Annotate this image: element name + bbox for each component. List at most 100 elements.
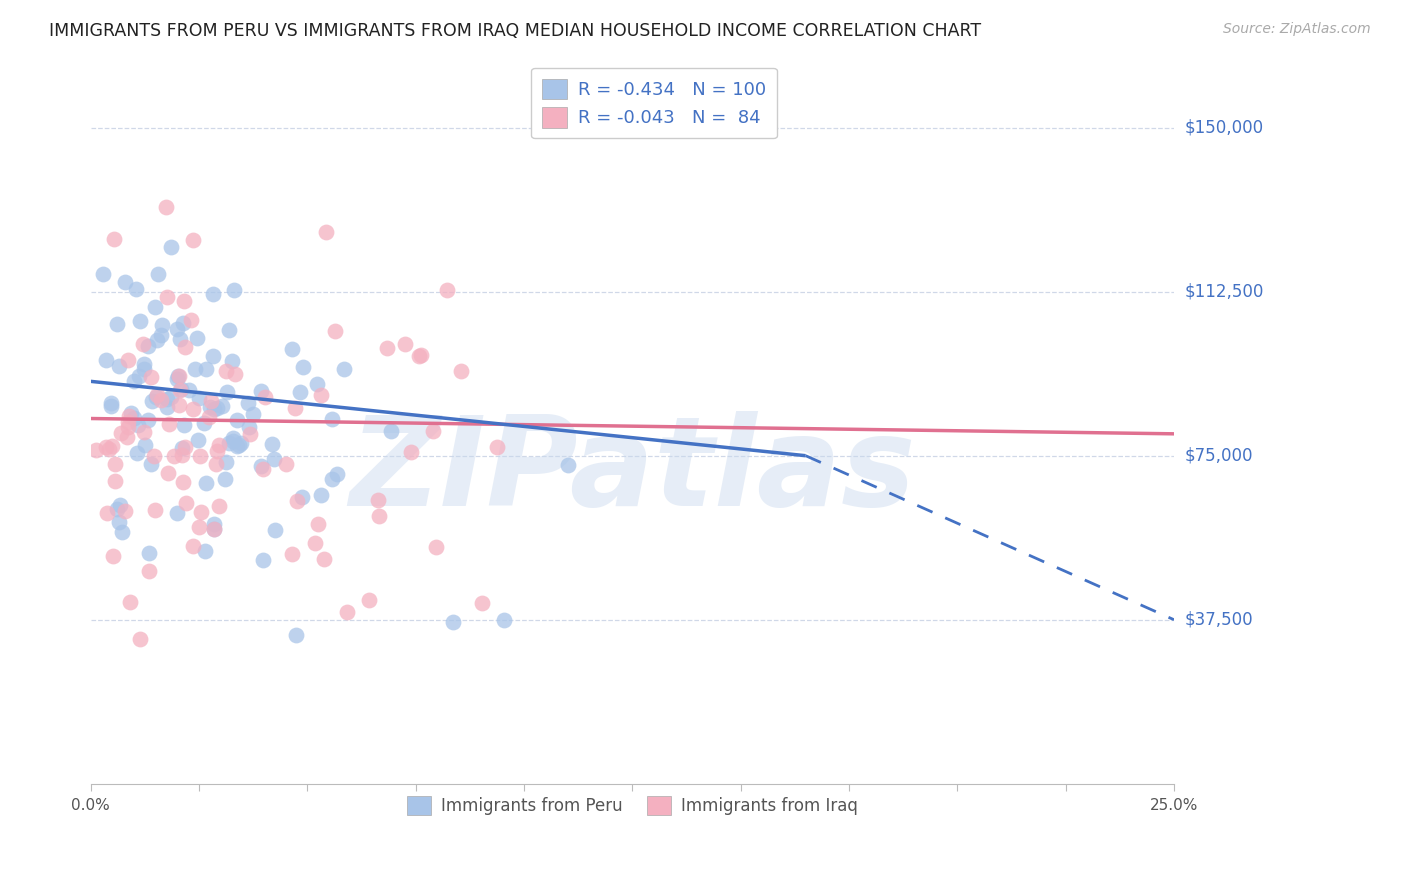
Point	[128, 368, 150, 383]
Point	[167, 399, 190, 413]
Point	[357, 593, 380, 607]
Point	[252, 462, 274, 476]
Point	[138, 564, 160, 578]
Point	[263, 523, 285, 537]
Point	[114, 275, 136, 289]
Text: $37,500: $37,500	[1185, 611, 1254, 629]
Point	[146, 267, 169, 281]
Point	[103, 457, 125, 471]
Point	[260, 437, 283, 451]
Point	[166, 322, 188, 336]
Point	[173, 418, 195, 433]
Point	[217, 384, 239, 399]
Point	[226, 438, 249, 452]
Point	[214, 455, 236, 469]
Point	[129, 632, 152, 646]
Point	[163, 449, 186, 463]
Point	[274, 457, 297, 471]
Point	[150, 328, 173, 343]
Point	[118, 409, 141, 423]
Point	[187, 520, 209, 534]
Point	[125, 282, 148, 296]
Point	[117, 415, 139, 429]
Point	[190, 505, 212, 519]
Point	[160, 240, 183, 254]
Point	[336, 605, 359, 619]
Point	[111, 525, 134, 540]
Point	[281, 342, 304, 356]
Point	[195, 361, 218, 376]
Point	[380, 425, 402, 439]
Point	[218, 435, 240, 450]
Point	[188, 391, 211, 405]
Point	[167, 369, 190, 384]
Point	[110, 426, 132, 441]
Point	[250, 384, 273, 398]
Point	[100, 439, 122, 453]
Point	[139, 457, 162, 471]
Point	[180, 313, 202, 327]
Point	[242, 407, 264, 421]
Point	[143, 300, 166, 314]
Point	[238, 419, 260, 434]
Point	[291, 360, 314, 375]
Point	[172, 316, 194, 330]
Point	[186, 331, 208, 345]
Point	[557, 458, 579, 472]
Point	[181, 539, 204, 553]
Point	[211, 399, 233, 413]
Point	[145, 391, 167, 405]
Point	[205, 457, 228, 471]
Point	[174, 340, 197, 354]
Point	[94, 440, 117, 454]
Point	[169, 332, 191, 346]
Point	[173, 440, 195, 454]
Point	[156, 466, 179, 480]
Point	[309, 388, 332, 402]
Point	[201, 349, 224, 363]
Text: $75,000: $75,000	[1185, 447, 1254, 465]
Point	[103, 232, 125, 246]
Point	[104, 475, 127, 489]
Point	[91, 268, 114, 282]
Point	[218, 323, 240, 337]
Point	[117, 419, 139, 434]
Point	[156, 290, 179, 304]
Point	[228, 438, 250, 452]
Legend: Immigrants from Peru, Immigrants from Iraq: Immigrants from Peru, Immigrants from Ir…	[398, 786, 868, 825]
Point	[224, 368, 246, 382]
Point	[146, 388, 169, 402]
Point	[305, 377, 328, 392]
Point	[333, 362, 356, 376]
Point	[145, 333, 167, 347]
Point	[471, 596, 494, 610]
Point	[208, 500, 231, 514]
Point	[304, 535, 326, 549]
Point	[142, 449, 165, 463]
Point	[132, 336, 155, 351]
Point	[214, 364, 236, 378]
Point	[252, 553, 274, 567]
Point	[202, 522, 225, 536]
Point	[312, 551, 335, 566]
Point	[169, 383, 191, 397]
Point	[285, 628, 308, 642]
Point	[117, 352, 139, 367]
Point	[284, 401, 307, 415]
Point	[494, 613, 516, 627]
Point	[125, 446, 148, 460]
Point	[323, 324, 346, 338]
Point	[187, 433, 209, 447]
Point	[100, 396, 122, 410]
Text: $112,500: $112,500	[1185, 283, 1264, 301]
Point	[408, 349, 430, 363]
Point	[105, 317, 128, 331]
Point	[375, 341, 398, 355]
Point	[166, 372, 188, 386]
Point	[105, 502, 128, 516]
Point	[108, 359, 131, 373]
Point	[201, 287, 224, 301]
Point	[249, 458, 271, 473]
Point	[120, 406, 142, 420]
Point	[436, 284, 458, 298]
